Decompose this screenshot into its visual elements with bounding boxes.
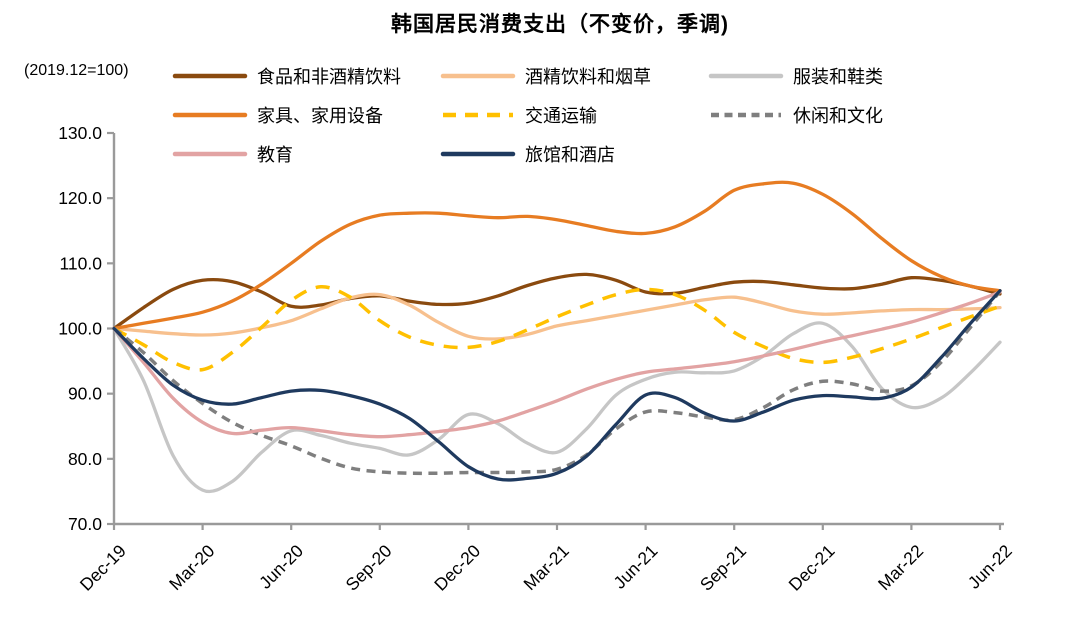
x-axis-label: Jun-20 (255, 541, 307, 593)
y-axis-label: 130.0 (58, 123, 102, 143)
axis-unit-label: (2019.12=100) (24, 62, 129, 79)
x-axis-label: Dec-19 (76, 541, 130, 595)
legend-item-hotels-restaurants: 旅馆和酒店 (440, 142, 615, 166)
y-axis-label: 80.0 (68, 449, 102, 469)
hotels-restaurants-line (112, 289, 1002, 482)
y-axis-label: 70.0 (68, 514, 102, 534)
x-axis-label: Mar-21 (519, 541, 572, 594)
legend-swatch-transport (443, 112, 513, 118)
legend-swatch-hotels-restaurants (440, 151, 516, 157)
x-axis-label: Dec-20 (430, 541, 484, 595)
leisure-culture-line (112, 290, 1002, 476)
legend-swatch-education (172, 151, 248, 157)
education-line (112, 290, 1002, 439)
legend-item-leisure-culture: 休闲和文化 (708, 103, 883, 127)
legend-item-education: 教育 (172, 142, 293, 166)
clothing-footwear-line (112, 321, 1002, 494)
y-axis-label: 90.0 (68, 384, 102, 404)
legend-swatch-furniture-equipment (172, 112, 248, 118)
food-line (112, 272, 1002, 331)
legend-item-food: 食品和非酒精饮料 (172, 64, 401, 88)
legend-label-alcohol-tobacco: 酒精饮料和烟草 (525, 67, 651, 87)
furniture-equipment-line (112, 180, 1002, 331)
transport-line (113, 285, 1001, 372)
legend-swatch-clothing-footwear (708, 73, 784, 79)
x-axis-label: Sep-20 (342, 541, 396, 595)
chart-title: 韩国居民消费支出（不变价，季调) (391, 13, 729, 36)
legend-swatch-leisure-culture (711, 112, 781, 118)
x-axis-label: Mar-22 (874, 541, 927, 594)
x-axis-label: Jun-21 (609, 541, 661, 593)
legend-swatch-food (172, 73, 248, 79)
x-axis-label: Jun-22 (964, 541, 1016, 593)
legend-label-furniture-equipment: 家具、家用设备 (257, 106, 383, 126)
y-axis-label: 120.0 (58, 188, 102, 208)
legend-label-hotels-restaurants: 旅馆和酒店 (525, 145, 615, 165)
legend-item-clothing-footwear: 服装和鞋类 (708, 64, 883, 88)
legend-label-clothing-footwear: 服装和鞋类 (793, 67, 883, 87)
x-axis-label: Dec-21 (785, 541, 839, 595)
legend-item-alcohol-tobacco: 酒精饮料和烟草 (440, 64, 651, 88)
legend-label-leisure-culture: 休闲和文化 (793, 106, 883, 126)
legend-swatch-alcohol-tobacco (440, 73, 516, 79)
y-axis-label: 100.0 (58, 319, 102, 339)
y-axis-label: 110.0 (60, 253, 103, 273)
x-axis-label: Sep-21 (696, 541, 750, 595)
legend-item-transport: 交通运输 (440, 103, 597, 127)
x-axis-label: Mar-20 (165, 541, 219, 595)
legend-label-education: 教育 (257, 145, 293, 165)
legend-label-food: 食品和非酒精饮料 (257, 67, 401, 87)
legend-item-furniture-equipment: 家具、家用设备 (172, 103, 383, 127)
legend-label-transport: 交通运输 (525, 106, 597, 126)
